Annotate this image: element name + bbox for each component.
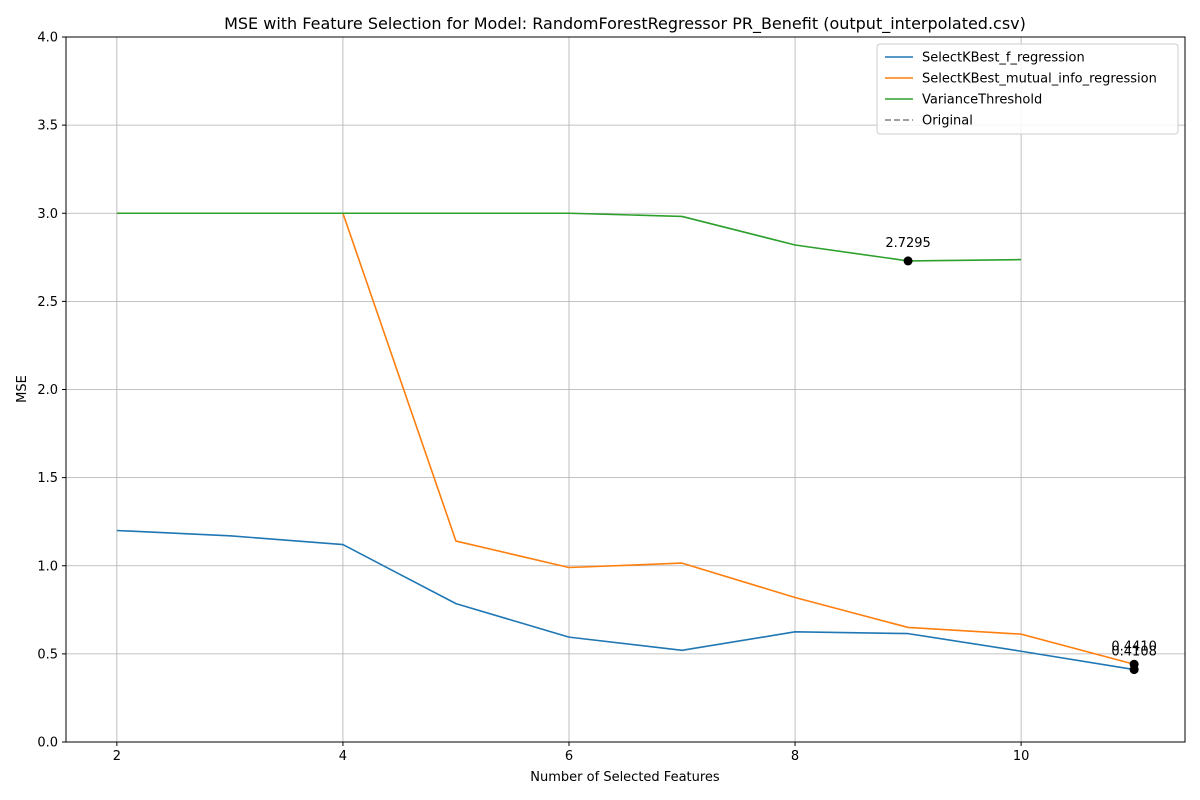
x-tick-label-2: 6 bbox=[565, 749, 573, 764]
x-tick-label-4: 10 bbox=[1013, 749, 1030, 764]
x-tick-label-3: 8 bbox=[791, 749, 799, 764]
annotation-point-0 bbox=[903, 256, 913, 266]
y-tick-label-1: 0.5 bbox=[37, 647, 58, 662]
x-axis-label: Number of Selected Features bbox=[530, 770, 720, 785]
y-tick-label-0: 0.0 bbox=[37, 736, 58, 751]
y-tick-label-4: 2.0 bbox=[37, 383, 58, 398]
legend-label-3: Original bbox=[922, 114, 973, 129]
y-tick-label-8: 4.0 bbox=[37, 31, 58, 46]
series-layer bbox=[116, 212, 1135, 671]
x-tick-label-0: 2 bbox=[113, 749, 121, 764]
series-line-0 bbox=[116, 529, 1135, 671]
x-tick-label-1: 4 bbox=[339, 749, 347, 764]
legend-label-0: SelectKBest_f_regression bbox=[922, 51, 1085, 66]
y-tick-label-6: 3.0 bbox=[37, 207, 58, 222]
legend-label-1: SelectKBest_mutual_info_regression bbox=[922, 72, 1157, 87]
series-line-1 bbox=[116, 212, 1135, 666]
y-tick-label-7: 3.5 bbox=[37, 119, 58, 134]
legend: SelectKBest_f_regression SelectKBest_mutu… bbox=[876, 43, 1179, 135]
legend-label-2: VarianceThreshold bbox=[922, 93, 1042, 108]
series-line-2 bbox=[116, 212, 1022, 262]
axis-ticks: 2 4 6 8 10 0.0 0.5 1.0 1.5 2.0 2.5 3.0 3.5 4.0 bbox=[37, 31, 1029, 765]
y-tick-label-5: 2.5 bbox=[37, 295, 58, 310]
legend-box bbox=[876, 43, 1179, 135]
y-tick-label-2: 1.0 bbox=[37, 559, 58, 574]
y-tick-label-3: 1.5 bbox=[37, 471, 58, 486]
chart-title: MSE with Feature Selection for Model: Ra… bbox=[224, 14, 1026, 34]
annotation-point-2 bbox=[1129, 665, 1139, 675]
annotation-label-1: 0.4410 bbox=[1111, 639, 1157, 654]
grid-lines bbox=[66, 36, 1185, 743]
y-axis-label: MSE bbox=[15, 375, 30, 403]
annotation-label-0: 2.7295 bbox=[885, 236, 931, 251]
annotation-label-2: 0.4108 bbox=[1111, 645, 1157, 660]
